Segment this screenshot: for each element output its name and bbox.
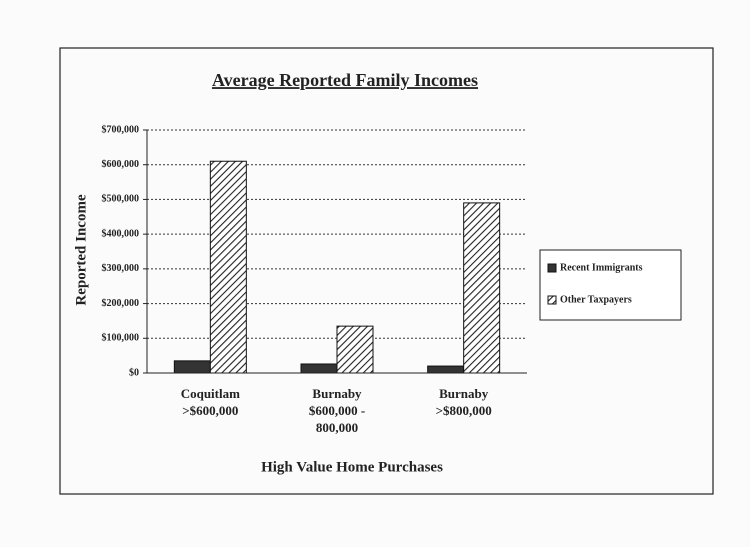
y-tick-label: $200,000 [102,298,140,309]
legend-swatch [547,263,557,273]
y-axis-title: Reported Income [73,194,89,306]
y-tick-label: $600,000 [102,159,140,170]
bar [300,363,338,374]
bar [336,325,374,374]
frame [59,47,714,495]
y-tick-label: $100,000 [102,333,140,344]
bar [209,160,247,374]
bar [463,202,501,374]
chart-title: Average Reported Family Incomes [212,70,478,90]
legend-label: Other Taxpayers [560,294,632,305]
bar [427,365,465,374]
x-axis-title: High Value Home Purchases [261,459,443,475]
legend-swatch [547,295,557,305]
x-tick-label: Burnaby $600,000 - 800,000 [308,386,366,435]
y-tick-label: $0 [129,367,139,378]
x-tick-label: Coquitlam >$600,000 [180,386,240,418]
y-tick-label: $300,000 [102,263,140,274]
y-tick-label: $700,000 [102,124,140,135]
x-tick-label: Burnaby >$800,000 [435,386,492,418]
y-tick-label: $500,000 [102,194,140,205]
bar [173,360,211,374]
legend-box [539,249,682,321]
legend-label: Recent Immigrants [560,262,643,273]
y-tick-label: $400,000 [102,228,140,239]
